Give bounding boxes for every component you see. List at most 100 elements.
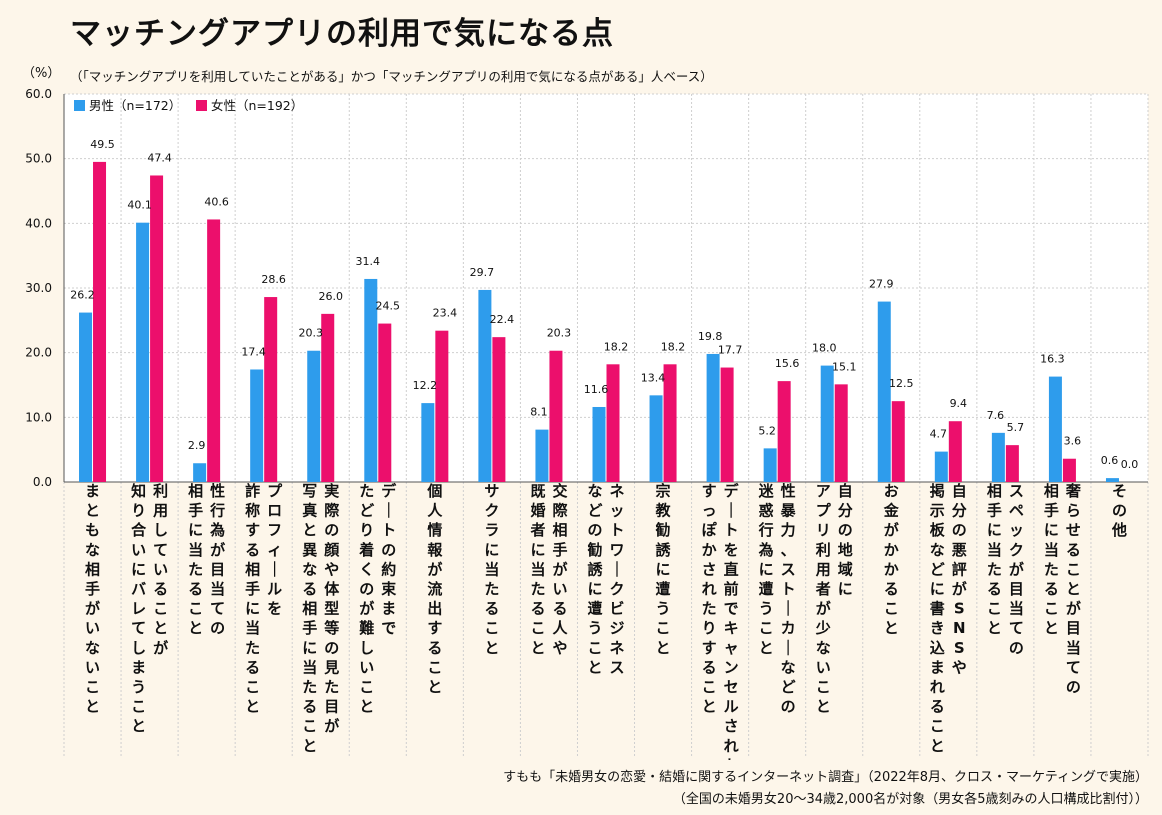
category-label-char: 当 [1044,541,1059,559]
data-label-female: 26.0 [318,290,343,303]
category-label-char: ッ [1009,521,1024,539]
category-label-char: 詐 [245,482,260,500]
category-label-char: が [1066,600,1082,618]
category-label-char: と [302,737,317,755]
category-label-char: 知 [131,482,146,500]
category-label-char: と [884,619,899,637]
category-label-char: し [131,639,146,657]
bar-male [79,312,93,482]
category-label-char: そ [1112,482,1127,500]
category-label-char: と [587,658,602,676]
category-label-char: き [930,619,945,637]
category-label-char: で [724,600,739,618]
category-label-char: て [1009,619,1024,637]
category-label: 写真と異なる相手に当たること [302,482,317,755]
category-label-char: す [427,619,442,637]
category-label-char: ま [930,658,945,676]
category-label-char: バ [131,580,146,598]
data-label-female: 24.5 [376,300,401,313]
data-label-female: 18.2 [604,340,629,353]
category-label-char: ｜ [609,560,624,578]
category-label-char: と [987,619,1002,637]
category-label-char: 迷 [758,482,775,500]
category-label: 奢らせることが目当ての [1065,482,1082,696]
category-label-char: し [153,521,168,539]
category-label-char: 手 [188,502,203,520]
category-label-char: ｜ [724,502,739,520]
bar-male [706,353,720,482]
category-label-char: る [530,600,545,618]
category-label: 性暴力、スト｜カ｜などの [781,482,797,716]
category-label-char: な [85,639,100,657]
data-label-male: 11.6 [584,383,609,396]
category-label-char: う [131,678,146,696]
category-label: まともな相手がいないこと [85,482,101,716]
category-label-char: い [552,580,567,598]
category-label-char: 当 [210,580,225,598]
category-label: 自分の地域に [838,482,853,598]
category-label-char: が [952,580,968,598]
category-label-char: こ [131,698,146,716]
category-label-char: 合 [130,521,147,539]
category-label-char: の [1112,502,1127,520]
base-note: （「マッチングアプリを利用していたことがある」かつ「マッチングアプリの利用で気に… [70,69,713,84]
category-label-char: ィ [267,541,282,559]
category-label-char: の [381,541,396,559]
bar-male [250,369,264,482]
category-label-char: ど [930,560,945,578]
category-label-char: す [702,482,717,500]
category-label-char: が [427,560,443,578]
category-label-char: う [759,600,774,618]
y-tick-label: 20.0 [25,346,52,360]
category-label: 相手に当たること [188,482,203,637]
category-label-char: の [210,619,225,637]
category-label-char: 遭 [759,580,774,598]
category-label-char: 相 [302,600,317,618]
category-label-char: と [656,639,671,657]
category-label-char: ル [267,580,282,598]
category-label-char: 写 [302,482,317,500]
category-label-char: た [1044,560,1059,578]
category-label-char: ぽ [702,521,718,539]
category-label-char: な [85,541,100,559]
category-label-char: 当 [1009,600,1024,618]
data-label-male: 2.9 [188,439,206,452]
category-label-char: な [930,541,945,559]
category-label-char: 教 [655,502,672,520]
category-label-char: と [245,698,260,716]
category-label-char: ト [781,580,796,598]
category-label-char: こ [302,717,317,735]
category-label-char: に [484,541,499,559]
bar-male [763,448,777,482]
category-label-char: る [987,580,1002,598]
category-label-char: ス [781,560,796,578]
data-label-male: 8.1 [530,406,548,419]
y-tick-label: 60.0 [25,87,52,101]
bar-male [649,395,663,482]
category-label: 性行為が目当ての [209,482,226,637]
bar-chart: 0.0 10.0 20.0 30.0 40.0 50.0 60.0 26.2 49.5 40.1 4… [25,87,1149,760]
category-label-char: ネ [609,639,624,657]
bar-female [834,384,848,482]
category-label-char: て [153,541,168,559]
category-label-char: ク [1009,541,1024,559]
category-label: 個人情報が流出すること [426,482,443,696]
category-label-char: プ [267,482,283,500]
category-label-char: な [781,658,796,676]
category-label-char: と [759,639,774,657]
category-label-char: や [952,658,967,676]
category-label-char: 用 [816,560,831,578]
category-label-char: 勧 [656,521,671,539]
category-label: 詐称する相手に当たること [245,482,260,716]
category-label-char: に [188,521,203,539]
category-label: アプリ利用者が少ないこと [815,482,832,716]
category-label-char: 称 [245,502,260,520]
category-label-char: た [245,639,260,657]
category-label-char: 交 [552,482,567,500]
category-label: デ｜トを直前でキャンセルされたり [724,482,740,760]
bar-female [720,367,734,482]
category-label-char: た [302,678,317,696]
category-label-char: れ [930,678,945,696]
category-label-char: と [427,678,442,696]
bar-female [663,364,677,482]
